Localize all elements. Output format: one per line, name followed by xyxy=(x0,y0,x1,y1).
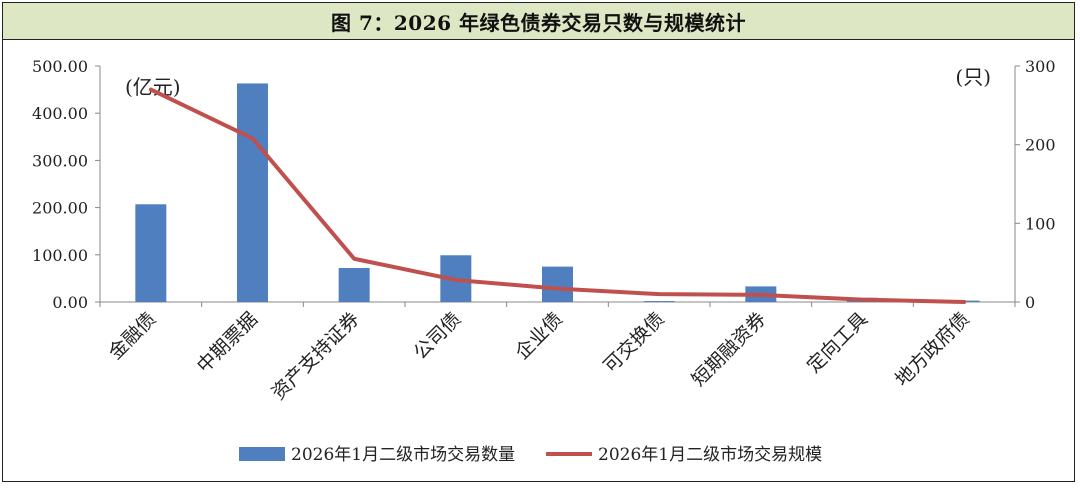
right-axis-unit: (只) xyxy=(955,65,991,89)
left-tick-label: 300.00 xyxy=(32,151,88,170)
legend-line-label: 2026年1月二级市场交易规模 xyxy=(598,445,822,465)
bar xyxy=(643,301,675,302)
bar xyxy=(237,83,268,302)
category-label: 资产支持证券 xyxy=(268,308,364,404)
category-label: 短期融资券 xyxy=(688,308,771,391)
category-label: 公司债 xyxy=(409,308,465,364)
right-tick-label: 100 xyxy=(1025,214,1056,233)
left-tick-label: 500.00 xyxy=(32,57,88,76)
bar xyxy=(338,268,370,302)
line-series xyxy=(148,87,967,304)
right-tick-label: 300 xyxy=(1025,57,1056,76)
left-tick-label: 100.00 xyxy=(32,246,88,265)
right-tick-label: 200 xyxy=(1025,136,1056,155)
legend-bar-label: 2026年1月二级市场交易数量 xyxy=(291,445,515,465)
left-tick-label: 0.00 xyxy=(52,293,88,312)
category-label: 金融债 xyxy=(104,308,160,364)
left-tick-label: 200.00 xyxy=(32,199,88,218)
left-tick-label: 400.00 xyxy=(32,104,88,123)
chart-title-bar: 图 7：2026 年绿色债券交易只数与规模统计 xyxy=(3,3,1074,40)
category-label: 可交换债 xyxy=(599,308,668,377)
category-label: 定向工具 xyxy=(803,308,872,377)
chart-svg: 0.00 100.00 200.00 300.00 400.00 500.00 0 100 20… xyxy=(32,57,1056,465)
category-label: 中期票据 xyxy=(193,308,262,377)
left-axis-unit: (亿元) xyxy=(125,75,181,99)
chart-title: 图 7：2026 年绿色债券交易只数与规模统计 xyxy=(330,10,746,35)
chart-frame: 图 7：2026 年绿色债券交易只数与规模统计 0.00 100.00 200.00… xyxy=(2,2,1075,482)
bar xyxy=(135,204,167,302)
category-label: 地方政府债 xyxy=(891,308,974,391)
category-label: 企业债 xyxy=(511,308,567,364)
bar xyxy=(542,266,573,302)
right-tick-label: 0 xyxy=(1025,293,1035,312)
legend-bar-swatch xyxy=(239,447,285,461)
